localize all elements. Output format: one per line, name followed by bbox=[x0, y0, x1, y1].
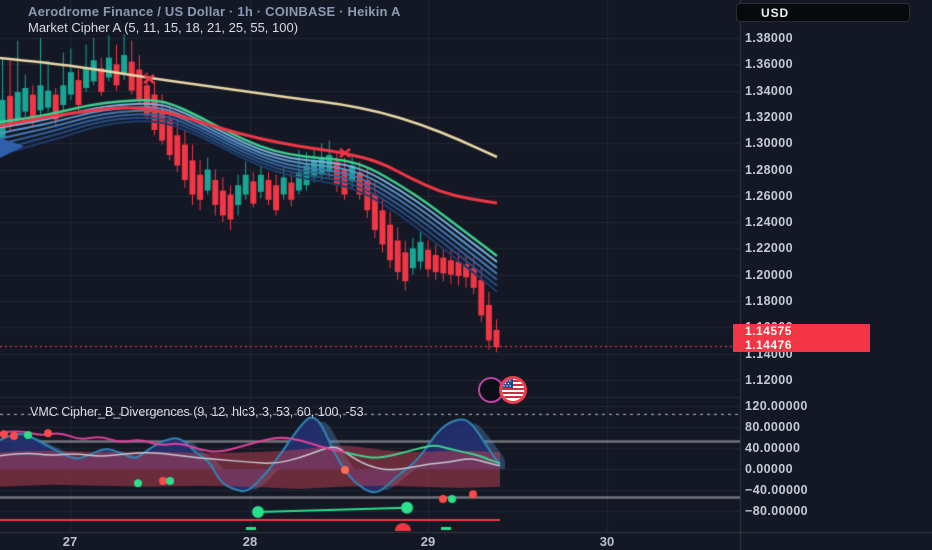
price-tag-upper: 1.14575 bbox=[733, 324, 870, 338]
indicator-tick: 0.00000 bbox=[745, 461, 793, 476]
price-tick: 1.18000 bbox=[745, 294, 793, 308]
time-tick: 30 bbox=[599, 534, 615, 549]
price-tick: 1.26000 bbox=[745, 188, 793, 203]
time-tick: 27 bbox=[62, 534, 78, 549]
currency-usd-button[interactable]: USD bbox=[736, 3, 910, 22]
indicator-tick: 120.00000 bbox=[745, 398, 808, 413]
price-tick: 1.28000 bbox=[745, 162, 793, 177]
price-tick: 1.32000 bbox=[745, 109, 793, 124]
price-tick: 1.38000 bbox=[745, 31, 793, 45]
symbol-title[interactable]: Aerodrome Finance / US Dollar · 1h · COI… bbox=[28, 4, 401, 19]
indicator-tick: −40.00000 bbox=[745, 482, 809, 497]
currency-usd-label: USD bbox=[761, 5, 790, 20]
price-tag-last: 1.14476 bbox=[733, 338, 870, 352]
price-tick: 1.12000 bbox=[745, 372, 793, 387]
symbol-logos bbox=[478, 375, 534, 405]
us-dollar-flag-icon bbox=[499, 376, 527, 404]
price-tick: 1.22000 bbox=[745, 241, 793, 256]
price-tick: 1.30000 bbox=[745, 136, 793, 151]
indicator-tick: −80.00000 bbox=[745, 503, 809, 518]
time-tick: 29 bbox=[420, 534, 436, 549]
price-tick: 1.24000 bbox=[745, 215, 793, 230]
time-tick: 28 bbox=[242, 534, 258, 549]
price-tick: 1.36000 bbox=[745, 57, 793, 72]
price-tick: 1.20000 bbox=[745, 267, 793, 282]
price-tick: 1.34000 bbox=[745, 83, 793, 98]
indicator-market-cipher-a-title[interactable]: Market Cipher A (5, 11, 15, 18, 21, 25, … bbox=[28, 20, 299, 35]
indicator-tick: 80.00000 bbox=[745, 419, 801, 434]
indicator-vmc-cipher-b-title[interactable]: VMC Cipher_B_Divergences (9, 12, hlc3, 3… bbox=[30, 405, 364, 419]
indicator-tick: 40.00000 bbox=[745, 440, 801, 455]
